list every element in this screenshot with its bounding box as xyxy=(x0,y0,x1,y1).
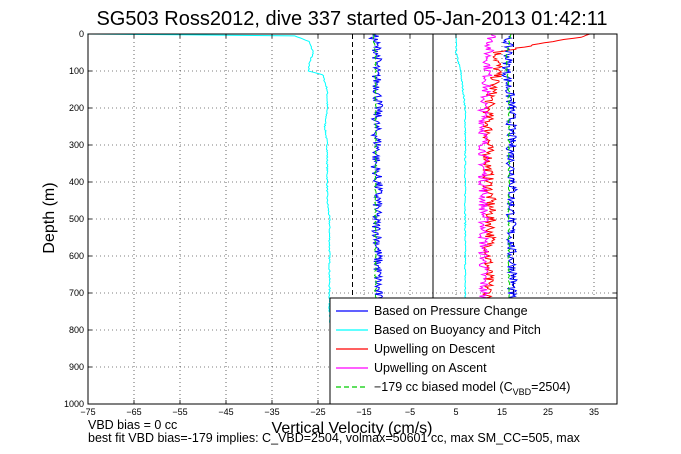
legend-box xyxy=(329,297,618,405)
y-tick-label: 700 xyxy=(69,288,84,298)
y-tick-label: 200 xyxy=(69,103,84,113)
x-axis-label: Vertical Velocity (cm/s) xyxy=(272,420,433,437)
x-tick-label: 35 xyxy=(589,407,599,417)
x-tick-label: 25 xyxy=(543,407,553,417)
y-tick-label: 300 xyxy=(69,140,84,150)
x-tick-label: −65 xyxy=(126,407,141,417)
y-tick-label: 900 xyxy=(69,362,84,372)
x-tick-label: −55 xyxy=(172,407,187,417)
y-axis-ticks: 0 100 200 300 400 500 600 700 800 900 1000 xyxy=(64,29,617,409)
x-tick-label: −35 xyxy=(264,407,279,417)
y-tick-label: 100 xyxy=(69,66,84,76)
series-line xyxy=(87,33,331,323)
series-line xyxy=(504,33,512,323)
legend: Based on Pressure Change Based on Buoyanc… xyxy=(329,297,618,405)
y-tick-label: 400 xyxy=(69,177,84,187)
x-tick-label: −45 xyxy=(218,407,233,417)
legend-entry: Based on Buoyancy and Pitch xyxy=(374,323,541,337)
series-line xyxy=(476,33,496,324)
series-line xyxy=(372,33,378,323)
x-tick-label: −15 xyxy=(356,407,371,417)
footer-vbd-bias: VBD bias = 0 cc xyxy=(88,418,178,432)
x-tick-label: −25 xyxy=(310,407,325,417)
chart-title: SG503 Ross2012, dive 337 started 05-Jan-… xyxy=(96,8,607,30)
series-line xyxy=(454,33,467,305)
legend-entry: Upwelling on Descent xyxy=(374,342,495,356)
y-tick-label: 500 xyxy=(69,214,84,224)
x-axis-ticks: −75 −65 −55 −45 −35 −25 −15 −5 5 15 25 35 xyxy=(80,34,599,417)
legend-entry: Upwelling on Ascent xyxy=(374,361,487,375)
x-tick-label: 15 xyxy=(497,407,507,417)
x-tick-label: −5 xyxy=(405,407,415,417)
y-tick-label: 600 xyxy=(69,251,84,261)
y-tick-label: 1000 xyxy=(64,399,84,409)
series-line xyxy=(367,33,384,324)
y-axis-label: Depth (m) xyxy=(41,182,58,253)
series-line xyxy=(501,35,519,323)
series-lines xyxy=(87,33,590,324)
series-line xyxy=(481,33,590,324)
x-tick-label: 5 xyxy=(453,407,458,417)
y-tick-label: 0 xyxy=(79,29,84,39)
footer-best-fit: best fit VBD bias=-179 implies: C_VBD=25… xyxy=(88,431,580,445)
x-tick-label: −75 xyxy=(80,407,95,417)
legend-entry: Based on Pressure Change xyxy=(374,304,528,318)
y-tick-label: 800 xyxy=(69,325,84,335)
